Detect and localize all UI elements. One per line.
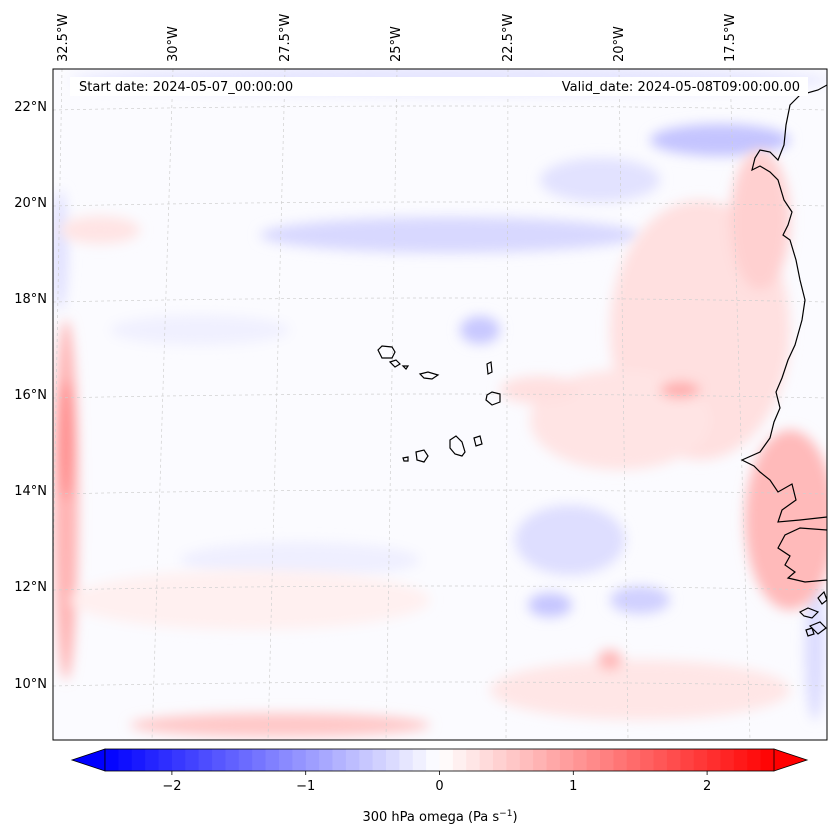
- colorbar-cell: [626, 749, 641, 771]
- cape-verde-sao-vicente: [388, 359, 401, 368]
- longitude-labels: 32.5°W 30°W 27.5°W 25°W 22.5°W 20°W 17.5…: [56, 14, 738, 62]
- lon-label: 22.5°W: [501, 14, 516, 62]
- colorbar-cell: [305, 749, 320, 771]
- colorbar-label: 300 hPa omega (Pa s−1): [362, 809, 517, 825]
- colorbar-cell: [158, 749, 173, 771]
- colorbar-cell: [573, 749, 588, 771]
- colorbar-cell: [252, 749, 267, 771]
- latitude-labels: 22°N 20°N 18°N 16°N 14°N 12°N 10°N: [14, 100, 47, 692]
- colorbar-cell: [452, 749, 467, 771]
- colorbar-cell: [412, 749, 427, 771]
- valid-date-label: Valid_date: 2024-05-08T09:00:00.00: [562, 80, 800, 95]
- colorbar-cell: [493, 749, 507, 771]
- colorbar-cell: [479, 749, 494, 771]
- map-panel: Start date: 2024-05-07_00:00:00 Valid_da…: [52, 68, 828, 741]
- guinea-bissau-coastline: [777, 527, 827, 583]
- colorbar-cell: [439, 749, 454, 771]
- colorbar-cell: [720, 749, 735, 771]
- colorbar-cell: [426, 749, 441, 771]
- cape-verde-maio: [473, 435, 483, 447]
- colorbar-cell: [372, 749, 387, 771]
- colorbar-cell: [319, 749, 334, 771]
- coastlines: [377, 84, 827, 637]
- colorbar-tick-label: 0: [435, 779, 443, 794]
- colorbar-cell: [680, 749, 695, 771]
- map-frame: [52, 68, 828, 741]
- lon-label: 27.5°W: [278, 14, 293, 62]
- colorbar-cell: [131, 749, 146, 771]
- lon-label: 20°W: [612, 26, 627, 62]
- colorbar-tick-label: 2: [703, 779, 711, 794]
- colorbar-cell: [225, 749, 240, 771]
- colorbar-cell: [653, 749, 668, 771]
- colorbar-cell: [265, 749, 280, 771]
- start-date-label: Start date: 2024-05-07_00:00:00: [79, 80, 293, 95]
- cape-verde-santa-luzia: [401, 365, 410, 370]
- colorbar-cell: [292, 749, 307, 771]
- colorbar-cell: [600, 749, 615, 771]
- colorbar-extend-min: [70, 748, 106, 772]
- colorbar-cell: [533, 749, 548, 771]
- colorbar-cell: [586, 749, 601, 771]
- colorbar-cell: [171, 749, 186, 771]
- colorbar-cell: [559, 749, 574, 771]
- colorbar-cell: [185, 749, 200, 771]
- cape-verde-boa-vista: [485, 391, 501, 406]
- colorbar-tick-label: 1: [569, 779, 577, 794]
- colorbar-cell: [105, 749, 119, 771]
- colorbar-ticks: −2 −1 0 1 2: [162, 771, 711, 794]
- colorbar-cell: [546, 749, 561, 771]
- colorbar: −2 −1 0 1 2 300 hPa omega (Pa s−1): [70, 748, 809, 825]
- gridlines: [53, 69, 827, 740]
- lat-label: 10°N: [14, 677, 47, 692]
- lon-label: 17.5°W: [723, 14, 738, 62]
- colorbar-cell: [278, 749, 293, 771]
- cape-verde-santo-antao: [377, 345, 396, 359]
- lon-label: 25°W: [389, 26, 404, 62]
- colorbar-cell: [640, 749, 655, 771]
- colorbar-cell: [359, 749, 374, 771]
- colorbar-tick-label: −1: [296, 779, 315, 794]
- colorbar-cell: [666, 749, 681, 771]
- lon-label: 30°W: [166, 26, 181, 62]
- colorbar-extend-max: [773, 748, 809, 772]
- colorbar-cell: [707, 749, 722, 771]
- colorbar-cell: [466, 749, 481, 771]
- colorbar-cell: [760, 749, 775, 771]
- colorbar-cell: [733, 749, 748, 771]
- bissagos-islands: [798, 590, 827, 637]
- colorbar-cell: [238, 749, 253, 771]
- colorbar-cell: [519, 749, 534, 771]
- cape-verde-brava: [402, 456, 409, 462]
- colorbar-cell: [613, 749, 628, 771]
- lat-label: 18°N: [14, 292, 47, 307]
- colorbar-cell: [212, 749, 227, 771]
- colorbar-cell: [145, 749, 160, 771]
- colorbar-cell: [385, 749, 400, 771]
- cape-verde-santiago: [449, 435, 466, 457]
- lat-label: 16°N: [14, 388, 47, 403]
- cape-verde-sao-nicolau: [418, 371, 440, 380]
- lat-label: 22°N: [14, 100, 47, 115]
- colorbar-cell: [345, 749, 360, 771]
- cape-verde-sal: [486, 361, 493, 375]
- africa-coastline: [740, 84, 827, 523]
- lat-label: 14°N: [14, 484, 47, 499]
- lon-label: 32.5°W: [56, 14, 71, 62]
- colorbar-cell: [198, 749, 213, 771]
- colorbar-tick-label: −2: [162, 779, 181, 794]
- colorbar-cell: [747, 749, 762, 771]
- colorbar-cell: [693, 749, 708, 771]
- colorbar-gradient: [105, 749, 775, 771]
- header-strip: [70, 77, 808, 96]
- colorbar-cell: [118, 749, 133, 771]
- lat-label: 20°N: [14, 196, 47, 211]
- omega-field: [53, 69, 827, 740]
- lat-label: 12°N: [14, 580, 47, 595]
- cape-verde-fogo: [415, 449, 429, 463]
- colorbar-cell: [399, 749, 414, 771]
- colorbar-cell: [332, 749, 347, 771]
- colorbar-cell: [506, 749, 521, 771]
